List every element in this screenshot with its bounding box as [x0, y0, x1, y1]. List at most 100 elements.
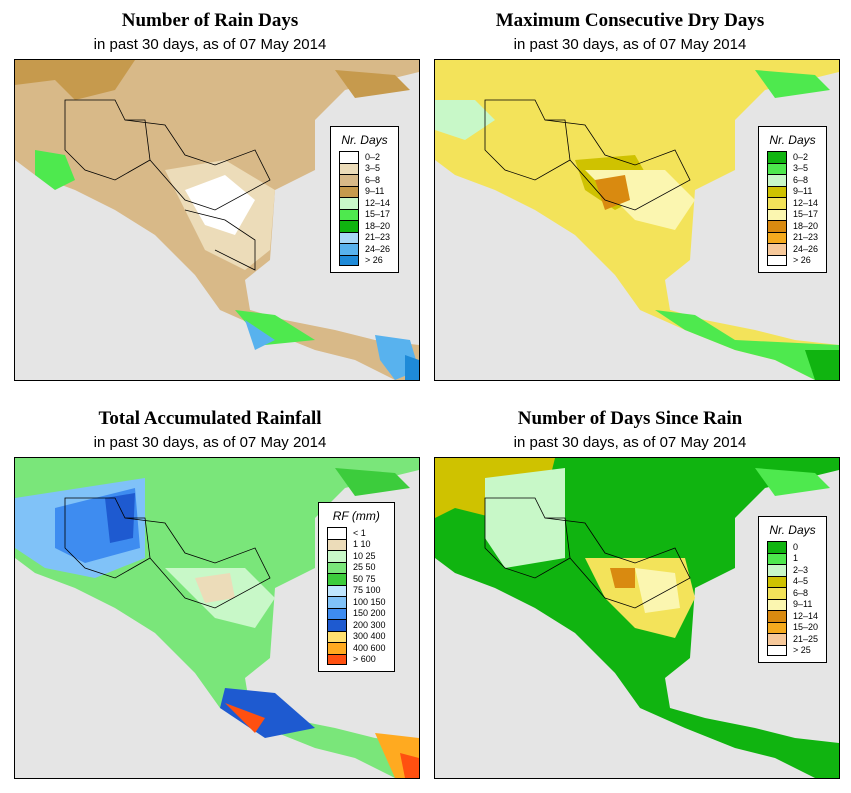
legend-swatch [339, 174, 359, 186]
legend-label: 21–23 [365, 232, 391, 243]
map-graphic [15, 458, 419, 778]
legend-row: 12–14 [767, 610, 818, 622]
legend-rows: 0 1 2–3 4–5 6–8 9–11 12–14 15–20 21–25 > 25 [767, 541, 818, 656]
legend-title: Nr. Days [769, 523, 816, 537]
legend-row: 21–23 [339, 231, 391, 243]
legend-row: 75 100 [327, 584, 386, 596]
legend-row: 24–26 [767, 243, 818, 255]
map-legend: Nr. Days 0–2 3–5 6–8 9–11 12–14 15–17 18–20 21–… [330, 126, 400, 273]
legend-row: 10 25 [327, 550, 386, 562]
legend-label: 50 75 [353, 573, 376, 584]
legend-swatch [767, 633, 787, 645]
legend-swatch [327, 538, 347, 550]
map-legend: Nr. Days 0–2 3–5 6–8 9–11 12–14 15–17 18–20 21–… [758, 126, 828, 273]
legend-swatch [339, 231, 359, 243]
panel-subtitle: in past 30 days, as of 07 May 2014 [513, 434, 747, 451]
legend-swatch [767, 541, 787, 553]
legend-row: 15–20 [767, 621, 819, 633]
legend-swatch [767, 208, 787, 220]
legend-row: 6–8 [339, 174, 390, 186]
legend-label: > 600 [353, 654, 376, 665]
legend-row: > 600 [327, 653, 386, 665]
legend-row: 150 200 [327, 607, 386, 619]
legend-swatch [327, 607, 347, 619]
legend-row: 3–5 [767, 162, 818, 174]
legend-label: 15–17 [793, 209, 819, 220]
legend-label: 21–23 [793, 232, 819, 243]
legend-row: 100 150 [327, 596, 386, 608]
legend-swatch [767, 185, 787, 197]
legend-swatch [767, 564, 787, 576]
legend-row: 1 [767, 552, 818, 564]
legend-label: 3–5 [793, 163, 809, 174]
legend-row: > 25 [767, 644, 818, 656]
legend-row: 15–17 [767, 208, 819, 220]
map-graphic [435, 60, 839, 380]
legend-swatch [767, 231, 787, 243]
legend-swatch [327, 619, 347, 631]
panel-title: Number of Days Since Rain [517, 408, 743, 429]
legend-row: > 26 [767, 254, 818, 266]
legend-row: 21–25 [767, 633, 818, 645]
legend-label: 200 300 [353, 619, 386, 630]
panel-subtitle: in past 30 days, as of 07 May 2014 [93, 36, 327, 53]
legend-label: 18–20 [365, 220, 391, 231]
legend-rows: 0–2 3–5 6–8 9–11 12–14 15–17 18–20 21–23 24–26 > … [767, 151, 818, 266]
legend-label: 0–2 [793, 151, 809, 162]
legend-swatch [767, 552, 787, 564]
map-days-since-rain [434, 457, 840, 779]
legend-label: 75 100 [353, 585, 381, 596]
legend-label: 9–11 [793, 599, 813, 610]
legend-swatch [767, 644, 787, 656]
legend-title: Nr. Days [341, 133, 388, 147]
legend-label: 300 400 [353, 631, 386, 642]
legend-row: 12–14 [767, 197, 818, 209]
legend-row: > 26 [339, 254, 390, 266]
legend-label: 9–11 [793, 186, 813, 197]
legend-swatch [327, 561, 347, 573]
legend-swatch [767, 174, 787, 186]
legend-row: 200 300 [327, 619, 386, 631]
legend-swatch [327, 527, 347, 539]
legend-label: 400 600 [353, 642, 386, 653]
legend-row: < 1 [327, 527, 386, 539]
legend-row: 1 10 [327, 538, 386, 550]
legend-label: 6–8 [793, 587, 809, 598]
legend-label: > 25 [793, 645, 811, 656]
legend-swatch [767, 254, 787, 266]
legend-label: 12–14 [365, 197, 391, 208]
legend-row: 9–11 [767, 185, 818, 197]
legend-row: 4–5 [767, 575, 818, 587]
legend-swatch [339, 162, 359, 174]
panel-max-dry-days: Maximum Consecutive Dry Days in past 30 … [420, 0, 840, 395]
legend-swatch [327, 573, 347, 585]
legend-label: 6–8 [793, 174, 809, 185]
legend-label: 4–5 [793, 576, 809, 587]
legend-label: 24–26 [793, 243, 819, 254]
panel-days-since-rain: Number of Days Since Rain in past 30 day… [420, 398, 840, 793]
legend-swatch [327, 630, 347, 642]
legend-row: 9–11 [339, 185, 390, 197]
legend-row: 21–23 [767, 231, 819, 243]
legend-swatch [339, 197, 359, 209]
legend-row: 15–17 [339, 208, 390, 220]
legend-label: 9–11 [365, 186, 385, 197]
legend-row: 6–8 [767, 587, 818, 599]
legend-row: 12–14 [339, 197, 390, 209]
legend-swatch [327, 653, 347, 665]
legend-row: 18–20 [767, 220, 818, 232]
legend-swatch [767, 598, 787, 610]
legend-label: 12–14 [793, 197, 819, 208]
panel-title: Total Accumulated Rainfall [98, 408, 322, 429]
map-legend: Nr. Days 0 1 2–3 4–5 6–8 9–11 12–14 15–20 21–25 >… [758, 516, 828, 663]
legend-swatch [327, 596, 347, 608]
legend-label: > 26 [793, 255, 811, 266]
legend-label: 15–20 [793, 622, 819, 633]
legend-swatch [339, 220, 359, 232]
legend-swatch [327, 642, 347, 654]
legend-row: 24–26 [339, 243, 390, 255]
legend-label: 12–14 [793, 610, 819, 621]
legend-swatch [767, 162, 787, 174]
legend-swatch [767, 621, 787, 633]
